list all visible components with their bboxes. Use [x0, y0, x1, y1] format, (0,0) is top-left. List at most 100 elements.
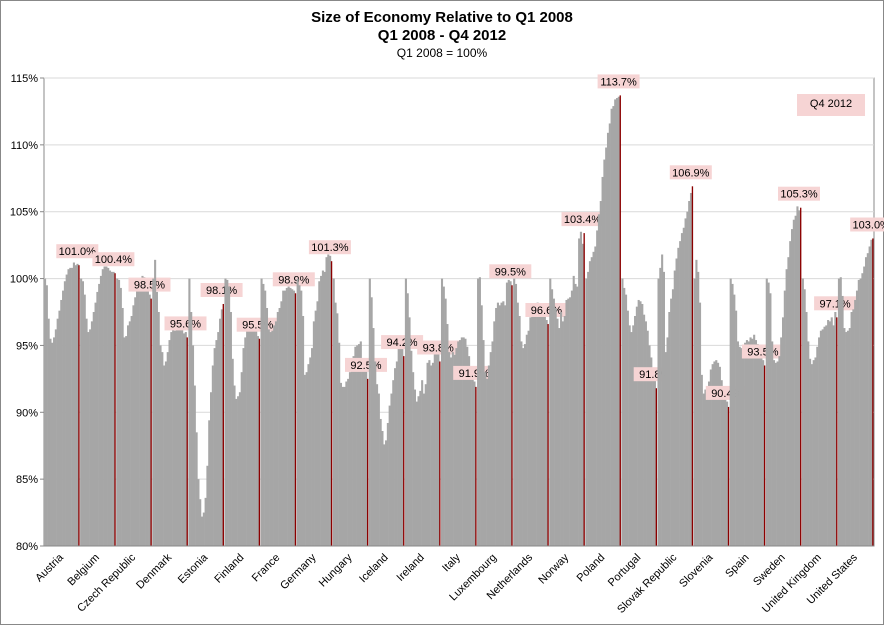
bar — [662, 271, 665, 546]
bar-q4-2012 — [114, 273, 116, 546]
bar — [264, 290, 267, 546]
bar — [280, 301, 283, 546]
bar — [745, 340, 748, 546]
data-label-bg — [778, 186, 820, 201]
bar — [193, 385, 196, 546]
bar — [228, 286, 231, 546]
bar — [816, 346, 819, 546]
bar — [58, 310, 61, 546]
bar — [399, 338, 402, 546]
bar — [251, 320, 254, 546]
bar — [446, 324, 449, 546]
bar — [401, 346, 404, 546]
bar — [489, 352, 492, 546]
bar — [480, 305, 483, 546]
bar — [722, 389, 725, 546]
bar — [570, 290, 573, 546]
bar — [431, 362, 435, 546]
bar — [567, 298, 570, 546]
bar — [244, 337, 247, 546]
bar — [92, 312, 95, 546]
bar — [866, 253, 869, 547]
bar — [596, 230, 599, 546]
bar — [145, 283, 148, 546]
bar — [455, 348, 458, 546]
bar — [606, 132, 610, 546]
bar — [688, 201, 691, 546]
bar — [552, 298, 555, 546]
bar — [164, 361, 167, 546]
bar — [379, 418, 382, 546]
bar-q4-2012 — [258, 338, 261, 546]
bar — [482, 340, 485, 546]
bar — [726, 401, 729, 546]
bar — [668, 312, 671, 546]
bar-q4-2012 — [475, 386, 477, 546]
bar — [188, 278, 191, 546]
data-label: 98.5% — [134, 280, 165, 292]
bar — [828, 321, 831, 546]
bar — [695, 259, 698, 546]
x-tick-label: Poland — [575, 552, 608, 585]
bar — [303, 374, 306, 546]
data-label: 93.5% — [747, 347, 778, 359]
bar — [626, 310, 629, 546]
bar — [477, 278, 480, 546]
bar — [271, 330, 274, 546]
bar — [814, 357, 817, 546]
bar — [54, 329, 57, 546]
bar — [417, 396, 420, 546]
bar — [778, 356, 781, 546]
bar — [451, 352, 454, 546]
bar — [249, 321, 252, 546]
bar — [717, 362, 720, 546]
bar — [101, 269, 104, 546]
bar — [321, 270, 324, 546]
bar — [224, 278, 227, 546]
x-tick-label: Finland — [212, 552, 246, 586]
bar — [184, 332, 187, 546]
bar — [318, 281, 321, 546]
x-tick-label: France — [250, 552, 283, 585]
bar — [130, 316, 133, 546]
bar — [540, 313, 543, 546]
bar — [231, 358, 234, 546]
data-label-bg — [417, 340, 460, 355]
bar — [365, 370, 368, 546]
y-tick-label: 80% — [16, 541, 38, 553]
bar — [603, 159, 606, 546]
bar — [312, 321, 315, 546]
bar — [345, 381, 348, 546]
data-label-bg — [814, 296, 857, 311]
bar — [141, 275, 144, 546]
bar — [502, 301, 505, 546]
bar — [71, 267, 74, 546]
bar — [551, 289, 554, 546]
bar — [771, 341, 774, 546]
bar — [614, 99, 617, 546]
bar — [45, 285, 48, 546]
bar — [516, 302, 519, 546]
bar — [753, 334, 756, 546]
bar — [520, 341, 523, 546]
bar — [700, 374, 703, 546]
bar — [53, 337, 56, 546]
bar — [219, 318, 222, 546]
bar — [648, 345, 651, 546]
bar — [693, 278, 696, 546]
y-tick-label: 90% — [16, 407, 38, 419]
bar — [495, 307, 498, 546]
bar — [442, 286, 445, 546]
bar — [329, 255, 332, 546]
bar — [255, 325, 258, 546]
bar — [166, 352, 169, 546]
bar — [635, 306, 638, 546]
bar — [825, 325, 828, 546]
bar — [307, 364, 310, 546]
data-label-bg — [56, 244, 99, 259]
bar — [679, 241, 682, 546]
bar — [381, 431, 384, 546]
bar — [352, 356, 355, 546]
bar — [576, 286, 579, 546]
y-tick-label: 95% — [16, 340, 38, 352]
